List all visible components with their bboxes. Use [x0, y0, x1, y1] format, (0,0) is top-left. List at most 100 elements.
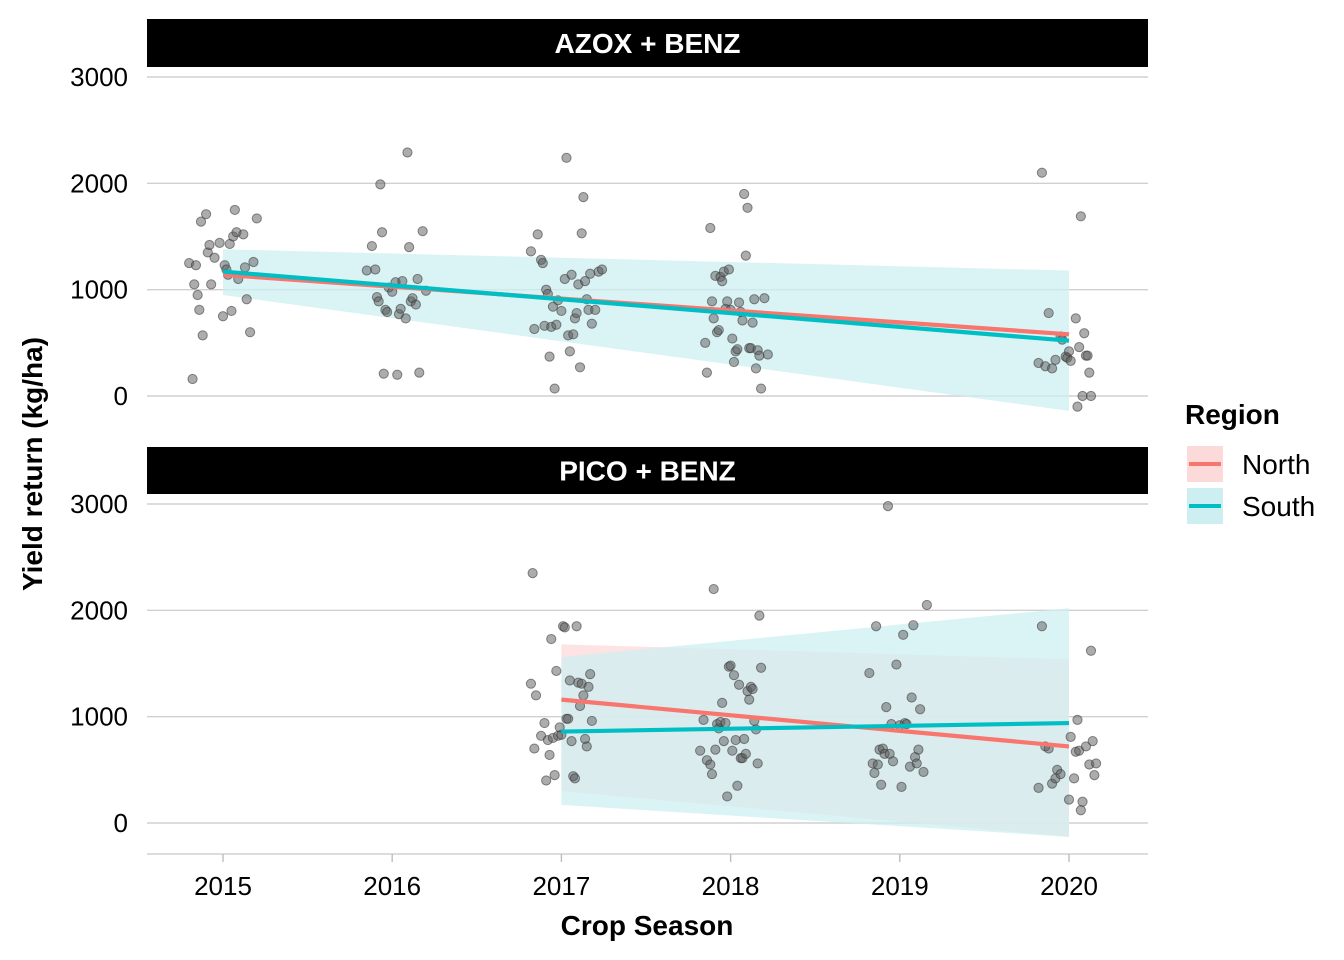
- data-point: [1046, 363, 1058, 374]
- data-point: [410, 299, 421, 310]
- x-tick-label: 2019: [871, 871, 929, 901]
- data-point: [525, 246, 537, 257]
- data-point: [187, 373, 198, 385]
- data-point: [226, 305, 237, 317]
- data-point: [896, 781, 907, 792]
- data-point: [747, 683, 758, 695]
- data-point: [563, 713, 574, 724]
- data-point: [723, 264, 735, 275]
- data-point: [376, 227, 388, 238]
- data-point: [881, 701, 892, 713]
- data-point: [730, 734, 741, 746]
- data-point: [541, 775, 552, 786]
- data-point: [412, 273, 423, 285]
- data-point: [722, 296, 733, 307]
- data-point: [732, 780, 743, 791]
- data-point: [532, 229, 543, 240]
- data-point: [887, 756, 899, 767]
- data-point: [701, 367, 713, 378]
- data-point: [197, 330, 208, 341]
- x-tick-label: 2015: [194, 871, 252, 901]
- x-tick-label: 2017: [532, 871, 590, 901]
- data-point: [1036, 621, 1048, 632]
- data-point: [713, 324, 724, 336]
- data-point: [248, 256, 259, 268]
- data-point: [728, 356, 740, 368]
- x-tick-label: 2018: [702, 871, 760, 901]
- data-point: [546, 633, 557, 645]
- data-point: [727, 745, 738, 756]
- data-point: [583, 681, 594, 692]
- data-point: [564, 346, 575, 357]
- data-point: [1072, 714, 1083, 725]
- data-point: [209, 252, 220, 263]
- data-point: [370, 264, 381, 275]
- y-tick-label: 0: [114, 381, 128, 411]
- data-point: [586, 318, 597, 329]
- legend-title: Region: [1185, 399, 1280, 430]
- data-point: [549, 383, 560, 394]
- point-layer: [184, 147, 1102, 816]
- data-point: [1080, 741, 1092, 752]
- data-point: [1084, 367, 1095, 378]
- data-point: [200, 209, 212, 220]
- data-point: [525, 678, 537, 689]
- data-point: [1075, 805, 1086, 816]
- data-point: [739, 733, 750, 745]
- data-point: [238, 229, 249, 240]
- data-point: [705, 759, 716, 770]
- data-point: [576, 228, 587, 239]
- data-point: [400, 313, 411, 324]
- data-point: [189, 279, 200, 290]
- data-point: [241, 294, 252, 305]
- data-point: [732, 344, 743, 355]
- data-point: [195, 216, 207, 227]
- data-point: [596, 264, 608, 275]
- x-axis-title: Crop Season: [561, 910, 734, 941]
- data-point: [898, 629, 909, 640]
- data-point: [361, 265, 372, 276]
- data-point: [918, 766, 929, 778]
- data-point: [1072, 401, 1083, 412]
- data-point: [1033, 782, 1044, 794]
- data-point: [722, 791, 733, 802]
- data-point: [754, 350, 765, 361]
- data-point: [568, 329, 579, 340]
- data-point: [366, 240, 377, 252]
- legend-label-south: South: [1242, 491, 1315, 522]
- data-point: [1068, 773, 1080, 784]
- data-point: [574, 362, 586, 373]
- data-point: [1063, 794, 1075, 805]
- data-point: [373, 296, 384, 307]
- y-tick-label: 3000: [70, 62, 128, 92]
- data-point: [192, 289, 203, 301]
- data-point: [762, 349, 773, 360]
- data-point: [752, 758, 763, 769]
- facet-strip-label: PICO + BENZ: [559, 456, 736, 487]
- data-point: [414, 367, 425, 378]
- data-point: [750, 363, 762, 374]
- data-point: [908, 620, 919, 631]
- data-point: [404, 242, 415, 253]
- trend-line-south: [561, 720, 1070, 734]
- data-point: [244, 327, 256, 338]
- data-point: [720, 717, 731, 729]
- trend-line-north: [561, 697, 1070, 749]
- trend-line-south: [222, 269, 1070, 343]
- data-point: [891, 659, 902, 670]
- data-point: [551, 319, 562, 330]
- x-tick-label: 2016: [363, 871, 421, 901]
- data-point: [759, 293, 770, 304]
- data-point: [1079, 328, 1090, 339]
- data-point: [1070, 313, 1081, 324]
- legend-item-south: South: [1187, 488, 1315, 524]
- data-point: [561, 152, 572, 163]
- data-point: [581, 741, 592, 752]
- data-point: [537, 257, 548, 269]
- data-point: [378, 368, 389, 379]
- data-point: [864, 667, 875, 679]
- data-point: [527, 568, 538, 579]
- data-point: [585, 268, 596, 279]
- facet-strip: [147, 19, 1148, 67]
- data-point: [749, 294, 760, 305]
